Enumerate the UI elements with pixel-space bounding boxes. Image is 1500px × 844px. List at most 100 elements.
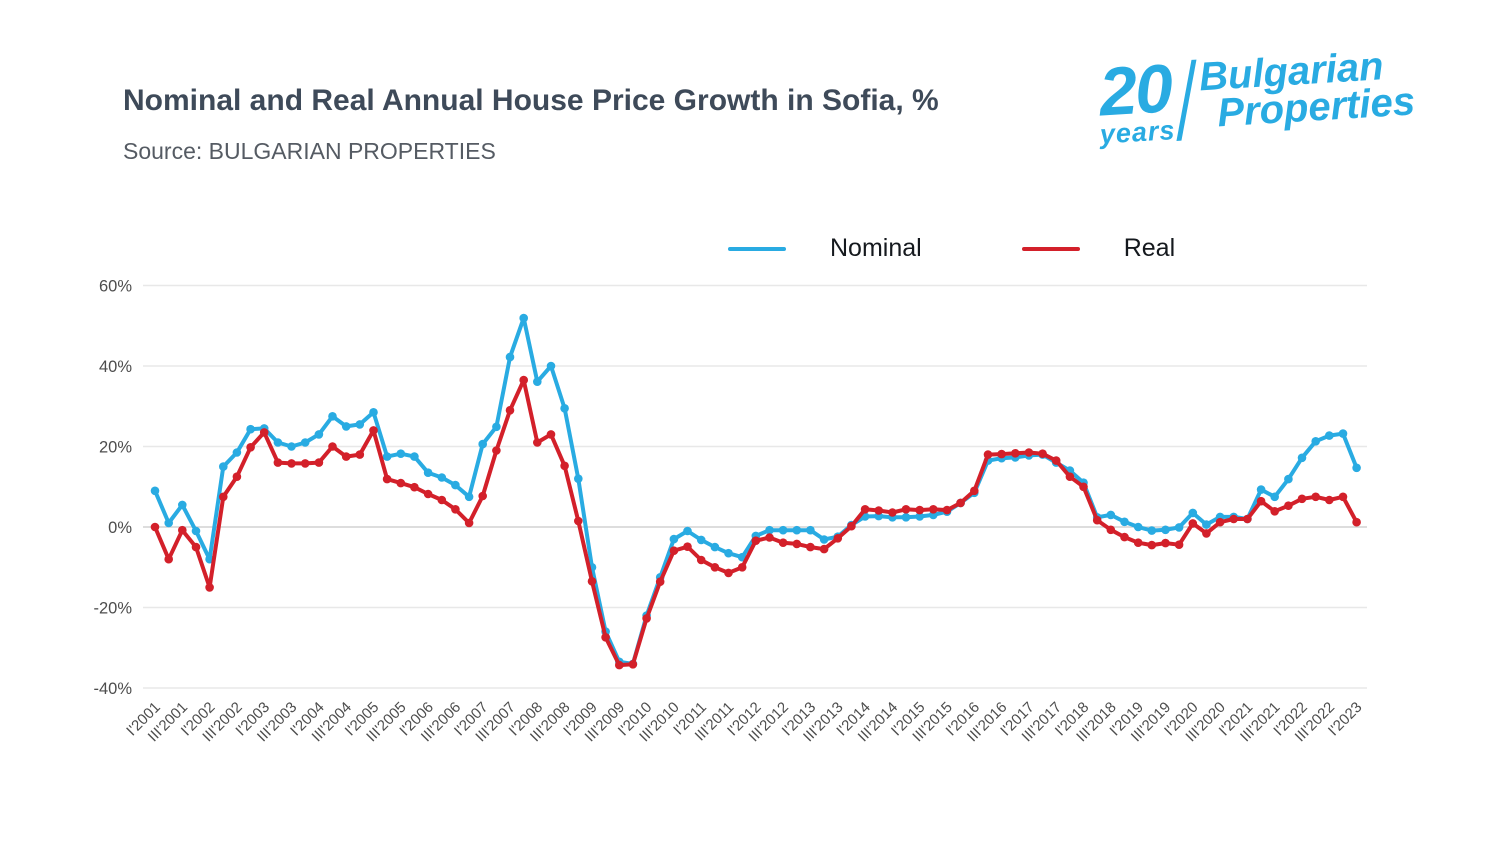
data-point-nominal[interactable] <box>492 422 501 432</box>
data-point-nominal[interactable] <box>410 452 419 461</box>
data-point-real[interactable] <box>396 478 406 488</box>
data-point-nominal[interactable] <box>328 412 337 421</box>
data-point-nominal[interactable] <box>1311 437 1320 446</box>
data-point-nominal[interactable] <box>314 430 324 439</box>
data-point-real[interactable] <box>355 450 365 459</box>
data-point-nominal[interactable] <box>1120 517 1129 527</box>
data-point-real[interactable] <box>1338 492 1348 502</box>
data-point-nominal[interactable] <box>1325 431 1334 440</box>
data-point-real[interactable] <box>300 459 310 468</box>
data-point-nominal[interactable] <box>287 442 296 451</box>
data-point-real[interactable] <box>1092 515 1102 525</box>
data-point-real[interactable] <box>587 577 597 586</box>
data-point-nominal[interactable] <box>1106 510 1116 520</box>
data-point-nominal[interactable] <box>1352 463 1361 473</box>
data-point-real[interactable] <box>1065 472 1075 482</box>
data-point-real[interactable] <box>219 492 228 502</box>
data-point-real[interactable] <box>546 430 556 439</box>
data-point-real[interactable] <box>1174 540 1184 549</box>
data-point-real[interactable] <box>574 516 583 526</box>
data-point-real[interactable] <box>1024 448 1034 457</box>
data-point-nominal[interactable] <box>806 525 815 535</box>
legend-item-nominal[interactable]: Nominal <box>728 234 922 263</box>
data-point-real[interactable] <box>505 406 515 415</box>
data-point-nominal[interactable] <box>396 449 406 459</box>
data-point-nominal[interactable] <box>669 534 679 544</box>
data-point-real[interactable] <box>737 563 747 572</box>
data-point-real[interactable] <box>942 505 952 515</box>
data-point-real[interactable] <box>1215 517 1225 527</box>
data-point-real[interactable] <box>478 491 488 501</box>
data-point-real[interactable] <box>191 542 201 552</box>
data-point-nominal[interactable] <box>778 525 788 535</box>
data-point-nominal[interactable] <box>1270 492 1279 502</box>
data-point-nominal[interactable] <box>369 408 378 417</box>
data-point-nominal[interactable] <box>164 518 173 528</box>
data-point-real[interactable] <box>369 426 378 435</box>
data-point-real[interactable] <box>778 538 788 547</box>
data-point-real[interactable] <box>1243 514 1252 524</box>
data-point-nominal[interactable] <box>915 512 924 521</box>
data-point-nominal[interactable] <box>232 448 242 457</box>
data-point-real[interactable] <box>1079 482 1088 492</box>
data-point-real[interactable] <box>847 521 856 531</box>
data-point-real[interactable] <box>696 555 706 565</box>
data-point-nominal[interactable] <box>792 525 802 535</box>
data-point-nominal[interactable] <box>1256 485 1266 494</box>
data-point-nominal[interactable] <box>300 438 310 447</box>
data-point-real[interactable] <box>929 505 938 514</box>
data-point-real[interactable] <box>164 554 173 564</box>
data-point-real[interactable] <box>1038 449 1047 459</box>
data-point-real[interactable] <box>1311 492 1320 502</box>
data-point-nominal[interactable] <box>710 542 720 552</box>
data-point-real[interactable] <box>683 542 692 551</box>
data-point-real[interactable] <box>642 614 651 623</box>
data-point-nominal[interactable] <box>724 548 733 558</box>
data-point-real[interactable] <box>751 536 761 545</box>
data-point-real[interactable] <box>178 525 187 535</box>
data-point-real[interactable] <box>1284 501 1293 511</box>
data-point-nominal[interactable] <box>1297 453 1307 463</box>
data-point-nominal[interactable] <box>150 486 160 496</box>
data-point-nominal[interactable] <box>505 352 515 362</box>
data-point-nominal[interactable] <box>819 535 829 544</box>
data-point-real[interactable] <box>655 577 665 586</box>
data-point-nominal[interactable] <box>683 526 692 536</box>
data-point-nominal[interactable] <box>341 422 351 431</box>
data-point-real[interactable] <box>1270 507 1279 516</box>
data-point-real[interactable] <box>806 542 815 552</box>
data-point-real[interactable] <box>1325 495 1334 505</box>
data-point-real[interactable] <box>1011 449 1020 458</box>
data-point-real[interactable] <box>915 505 924 515</box>
data-point-nominal[interactable] <box>901 513 911 522</box>
data-point-nominal[interactable] <box>423 468 433 478</box>
data-point-real[interactable] <box>669 546 679 555</box>
data-point-real[interactable] <box>451 505 460 514</box>
data-point-real[interactable] <box>874 506 883 515</box>
data-point-real[interactable] <box>1120 532 1129 542</box>
data-point-nominal[interactable] <box>437 473 447 482</box>
data-point-real[interactable] <box>1161 538 1170 548</box>
data-point-nominal[interactable] <box>451 480 460 490</box>
data-point-real[interactable] <box>860 505 870 514</box>
data-point-nominal[interactable] <box>560 404 569 413</box>
data-point-nominal[interactable] <box>1202 520 1211 529</box>
data-point-real[interactable] <box>970 486 979 496</box>
data-point-real[interactable] <box>205 583 214 592</box>
data-point-real[interactable] <box>150 522 160 532</box>
data-point-real[interactable] <box>410 482 419 492</box>
data-point-nominal[interactable] <box>178 500 187 510</box>
data-point-real[interactable] <box>519 375 528 385</box>
data-point-nominal[interactable] <box>464 492 474 502</box>
data-point-real[interactable] <box>464 518 474 528</box>
data-point-nominal[interactable] <box>246 424 255 434</box>
data-point-real[interactable] <box>423 489 433 499</box>
data-point-real[interactable] <box>1352 517 1361 527</box>
data-point-nominal[interactable] <box>574 474 583 484</box>
data-point-real[interactable] <box>492 446 501 455</box>
data-point-nominal[interactable] <box>273 438 283 447</box>
data-point-nominal[interactable] <box>1147 526 1157 535</box>
data-point-real[interactable] <box>246 443 255 452</box>
data-point-nominal[interactable] <box>478 439 488 449</box>
legend-item-real[interactable]: Real <box>1021 234 1175 263</box>
